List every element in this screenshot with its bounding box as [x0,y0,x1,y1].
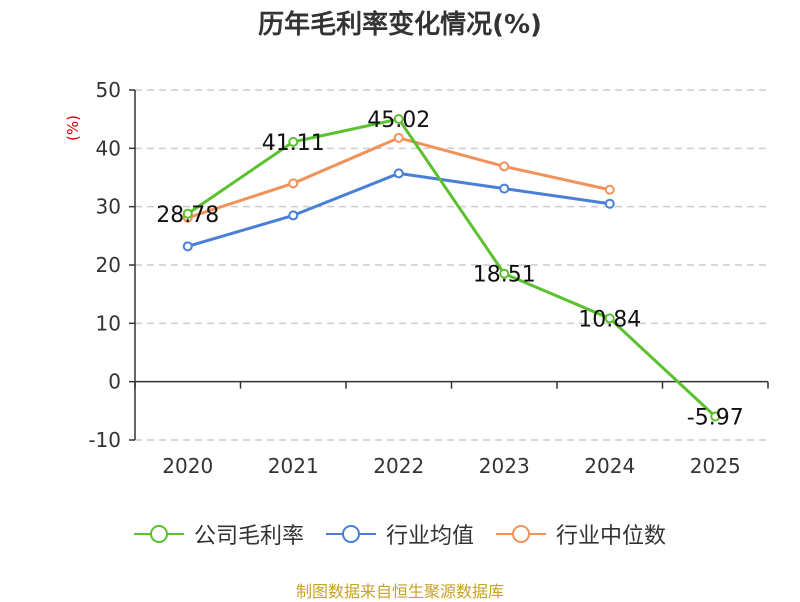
data-point [604,198,615,209]
data-labels: 28.78 41.11 45.02 18.51 10.84 -5.97 [156,108,743,430]
x-tick-label: 2022 [373,454,424,478]
y-axis-unit-label: (%) [64,115,82,141]
series-line [186,117,717,418]
legend-label: 行业中位数 [556,524,667,549]
legend-item-industry-mean[interactable]: 行业均值 [325,518,474,550]
data-label: 41.11 [262,131,325,156]
data-label: -5.97 [687,405,744,430]
data-point [393,168,404,179]
data-point [393,114,404,125]
legend: 公司毛利率 行业均值 行业中位数 [0,518,800,550]
data-label: 28.78 [156,203,219,228]
data-point [499,183,510,194]
y-tick-label: 30 [96,195,121,219]
x-tick-label: 2021 [268,454,319,478]
series-lines [182,114,721,422]
data-point [288,210,299,221]
data-label: 45.02 [367,108,430,133]
data-point [710,411,721,422]
data-point [182,241,193,252]
x-tick-label: 2024 [584,454,635,478]
data-point [182,208,193,219]
y-tick-label: -10 [88,428,121,452]
data-point [288,136,299,147]
legend-marker-icon [325,525,376,543]
legend-marker-icon [133,525,184,543]
data-label: 10.84 [578,307,641,332]
y-tick-label: 40 [96,136,121,160]
data-label: 18.51 [473,263,536,288]
legend-marker-icon [496,525,546,543]
data-point [604,184,615,195]
legend-item-company[interactable]: 公司毛利率 [133,518,304,550]
data-point [604,313,615,324]
gridlines [135,89,768,441]
y-tick-label: 10 [96,311,121,335]
x-tick-label: 2023 [479,454,530,478]
y-tick-label: 50 [96,78,121,102]
legend-label: 行业均值 [385,524,474,549]
legend-item-industry-median[interactable]: 行业中位数 [496,518,666,550]
x-tick-label: 2025 [690,454,741,478]
x-tick-label: 2020 [162,454,213,478]
legend-label: 公司毛利率 [193,524,304,549]
y-tick-label: 20 [96,253,121,277]
source-note: 制图数据来自恒生聚源数据库 [295,582,504,601]
data-point [499,161,510,172]
data-point [393,132,404,143]
y-tick-label: 0 [108,370,121,394]
data-point [288,178,299,189]
series-line [187,171,610,248]
data-point [499,268,510,279]
chart-title: 历年毛利率变化情况(%) [258,10,542,40]
axes: -10 0 10 20 30 40 50 2020 2021 2022 2023 2024 2025 (%… [64,78,769,478]
